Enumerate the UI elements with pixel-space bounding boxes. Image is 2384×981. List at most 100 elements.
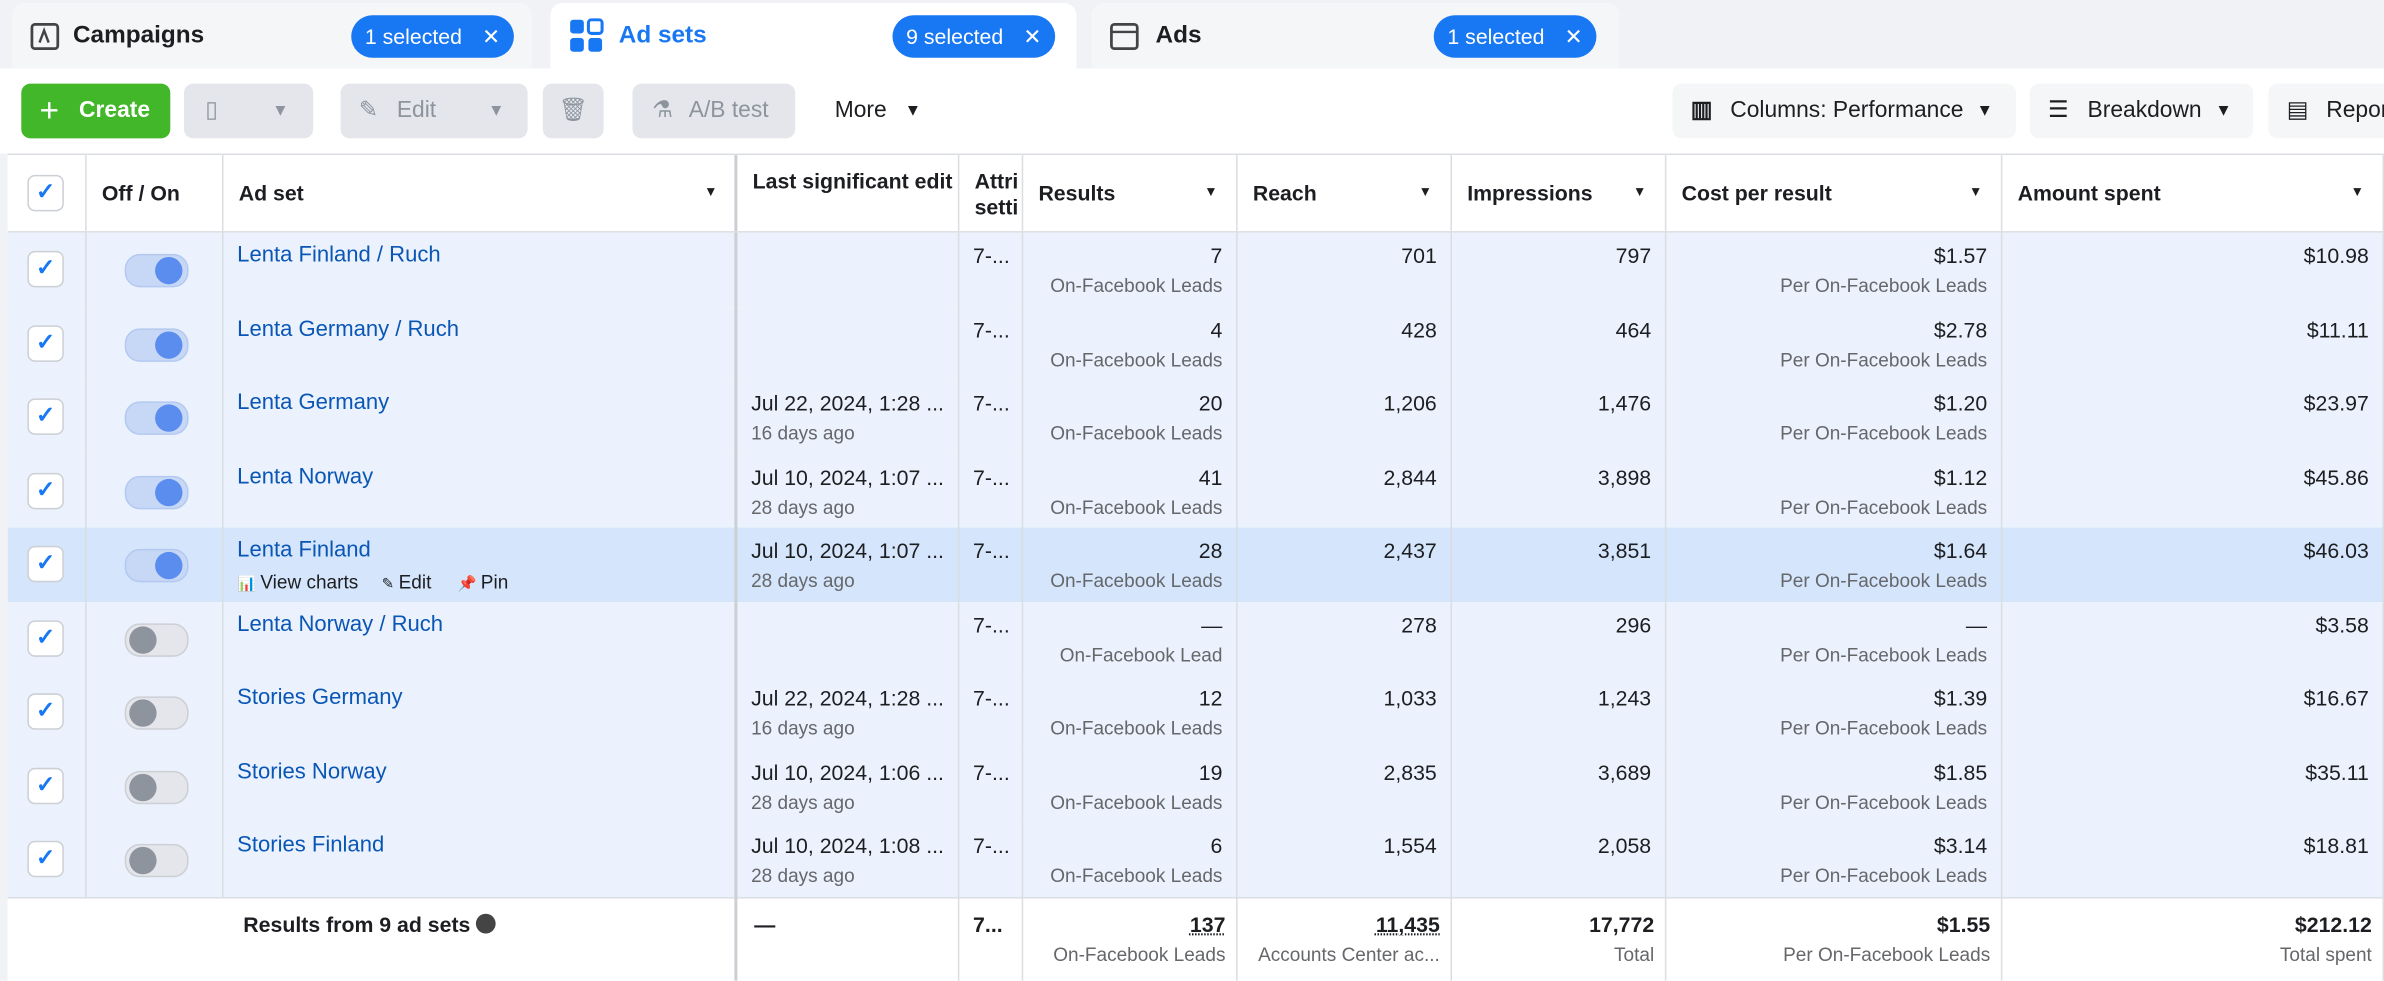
selection-badge[interactable]: 9 selected (892, 15, 1055, 58)
column-header[interactable]: Attribution setting (974, 168, 1018, 219)
last-edit-ago: 28 days ago (751, 791, 855, 813)
cell-border (8, 527, 87, 602)
toggle[interactable] (124, 622, 189, 657)
edit-button[interactable]: ✎ Edit ▼ (340, 83, 528, 139)
adset-name[interactable]: Stories Germany (237, 685, 403, 711)
sort-icon[interactable]: ▼ (1632, 183, 1647, 200)
cost-per-result-label: Per On-Facebook Leads (1780, 717, 1988, 739)
more-button[interactable]: More ▼ (813, 83, 943, 139)
last-edit: Jul 22, 2024, 1:28 ... (751, 685, 944, 711)
row-checkbox[interactable]: ✓ (27, 398, 64, 435)
row-checkbox[interactable]: ✓ (27, 472, 64, 509)
attribution: 7-... (973, 759, 1010, 784)
column-header[interactable]: Ad set (238, 180, 304, 206)
selection-badge[interactable]: 1 selected (1433, 15, 1597, 58)
toggle[interactable] (124, 770, 189, 804)
column-header[interactable]: Last significant edit (752, 168, 953, 194)
cell-border (737, 380, 960, 454)
adset-name[interactable]: Lenta Germany / Ruch (237, 317, 459, 342)
button-label: Create (79, 97, 151, 124)
table-row[interactable] (7, 232, 2384, 308)
row-checkbox[interactable]: ✓ (27, 619, 64, 657)
toggle-knob (155, 551, 183, 580)
toggle[interactable] (124, 253, 189, 288)
cell-border (1666, 675, 2003, 749)
row-checkbox[interactable]: ✓ (27, 250, 64, 288)
column-header[interactable]: Results (1038, 180, 1116, 206)
adset-name[interactable]: Lenta Finland / Ruch (237, 243, 441, 268)
toggle[interactable] (124, 696, 189, 730)
cost-per-result: $1.85 (1933, 759, 1988, 784)
results: 20 (1198, 390, 1223, 416)
toggle-knob (129, 625, 157, 654)
results: 19 (1198, 759, 1223, 784)
row-checkbox[interactable]: ✓ (27, 693, 64, 730)
reports-button[interactable]: ▤Reports (2268, 83, 2384, 139)
create-button[interactable]: + Create (21, 83, 171, 139)
adset-name[interactable]: Lenta Germany (237, 390, 390, 416)
header-cell (1238, 155, 1452, 232)
row-action[interactable]: ✎ Edit (381, 571, 432, 593)
cell-border (1666, 601, 2003, 676)
sort-icon[interactable]: ▼ (1204, 183, 1218, 200)
sort-icon[interactable]: ▼ (2350, 183, 2365, 200)
adsets-tab[interactable]: Ad sets 9 selected (550, 3, 1077, 69)
column-header[interactable]: Reach (1252, 180, 1317, 206)
column-header[interactable]: Cost per result (1681, 180, 1832, 206)
cell-border (224, 453, 738, 528)
breakdown-button[interactable]: ☰ Breakdown ▼ (2029, 83, 2254, 139)
results-label: On-Facebook Leads (1050, 717, 1223, 739)
table-row[interactable] (7, 306, 2384, 382)
cell-border (8, 453, 87, 528)
row-action[interactable]: 📊 View charts (237, 571, 359, 593)
cell-border (1023, 380, 1238, 454)
cell-border (1666, 896, 2003, 981)
duplicate-button[interactable]: ▯ ▼ (183, 83, 314, 139)
column-header[interactable]: Impressions (1467, 180, 1593, 206)
columns-button[interactable]: ▥ Columns: Performance ▼ (1672, 83, 2017, 139)
campaigns-tab[interactable]: Campaigns 1 selected (12, 3, 533, 69)
table: ✓ Off / On Ad set ▼ Last significant edit Att… (7, 153, 2384, 981)
cell-border (737, 896, 960, 981)
select-all-checkbox[interactable]: ✓ (27, 174, 64, 212)
campaigns-icon (30, 22, 60, 51)
row-checkbox[interactable]: ✓ (27, 545, 64, 583)
cell-border (2002, 453, 2384, 528)
selection-badge[interactable]: 1 selected (351, 15, 514, 58)
adsets-icon (570, 18, 604, 52)
row-checkbox[interactable]: ✓ (27, 840, 64, 878)
header-cell (8, 155, 87, 232)
adset-name[interactable]: Lenta Finland (237, 538, 371, 563)
cell-border (737, 601, 960, 676)
sort-icon[interactable]: ▼ (703, 183, 718, 200)
toggle[interactable] (124, 327, 189, 362)
column-header[interactable]: Amount spent (2017, 180, 2161, 206)
toggle-knob (129, 846, 157, 875)
tab-label: Ads (1155, 22, 1202, 49)
adset-name[interactable]: Lenta Norway (237, 464, 374, 489)
adset-name[interactable]: Stories Norway (237, 759, 387, 784)
cell-border (1238, 232, 1452, 307)
row-action[interactable]: 📌 Pin (457, 571, 509, 593)
toggle[interactable] (124, 548, 189, 583)
toggle[interactable] (124, 401, 189, 435)
row-checkbox[interactable]: ✓ (27, 324, 64, 362)
adset-name[interactable]: Stories Finland (237, 833, 385, 858)
impressions: 296 (1615, 611, 1652, 637)
button-label: Columns: Performance (1730, 97, 1964, 124)
sort-icon[interactable]: ▼ (1418, 183, 1433, 200)
ads-tab[interactable]: Ads 1 selected (1091, 3, 1620, 69)
delete-button[interactable]: 🗑 (542, 83, 604, 139)
adset-name[interactable]: Lenta Norway / Ruch (237, 611, 444, 637)
header-cell (1452, 155, 1667, 232)
cost-per-result: $2.78 (1933, 317, 1988, 342)
toggle[interactable] (124, 475, 189, 509)
reach: 1,554 (1383, 833, 1437, 858)
ab-test-button[interactable]: ⚗ A/B test (632, 83, 796, 139)
toggle[interactable] (124, 843, 189, 878)
results: — (1201, 611, 1223, 637)
cell-border (87, 306, 224, 381)
table-row[interactable] (7, 675, 2384, 751)
row-checkbox[interactable]: ✓ (27, 767, 64, 804)
sort-icon[interactable]: ▼ (1968, 183, 1983, 200)
